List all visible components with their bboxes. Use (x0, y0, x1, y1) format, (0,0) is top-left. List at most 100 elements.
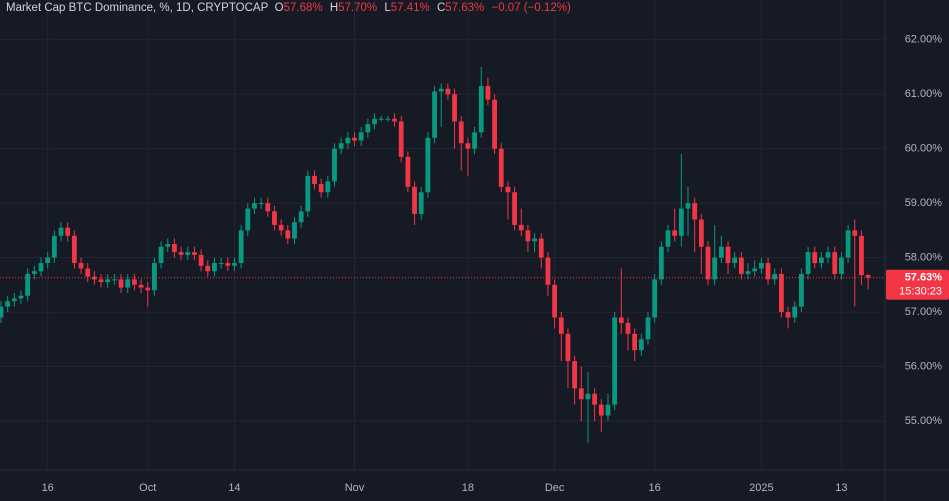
candle-body (398, 121, 404, 157)
candle-body (532, 238, 537, 242)
candle-body (485, 86, 491, 100)
candle-body (238, 230, 244, 264)
candle-body (565, 333, 571, 362)
candle-body (778, 273, 784, 313)
candle-body (805, 252, 811, 274)
candle-body (498, 148, 504, 187)
open-label: O (274, 2, 284, 14)
legend-header: Market Cap BTC Dominance, %, 1D, CRYPTOC… (6, 2, 575, 14)
candle-body (718, 246, 724, 258)
open-value: 57.68% (283, 2, 323, 14)
candle-body (138, 284, 144, 288)
candle-body (712, 257, 718, 280)
candle-body (232, 263, 237, 266)
candle-body (412, 186, 417, 215)
candle-body (478, 86, 484, 133)
candle-body (205, 265, 211, 272)
x-tick-label: 18 (462, 482, 474, 494)
y-tick-label: 56.00% (905, 360, 943, 372)
candle-body (345, 137, 351, 144)
candle-body (645, 317, 651, 340)
candle-body (525, 230, 531, 242)
candle-body (618, 317, 624, 323)
y-tick-label: 59.00% (905, 197, 943, 209)
close-value: 57.63% (445, 2, 485, 14)
y-tick-label: 58.00% (905, 252, 943, 264)
x-tick-label: 14 (228, 482, 240, 494)
candle-body (465, 143, 471, 149)
candle-body (51, 235, 57, 258)
candle-body (705, 246, 711, 280)
candle-body (125, 279, 131, 288)
high-value: 57.70% (338, 2, 378, 14)
candle-body (18, 295, 24, 299)
candle-body (852, 230, 858, 236)
candle-body (859, 235, 864, 276)
candle-body (538, 238, 544, 258)
candle-body (332, 148, 337, 182)
x-tick-label: Oct (139, 482, 156, 494)
candle-body (492, 99, 497, 149)
candle-body (312, 175, 317, 185)
candle-body (172, 243, 177, 253)
candle-body (285, 230, 291, 239)
candle-body (552, 284, 558, 318)
candle-body (585, 393, 591, 400)
y-tick-label: 60.00% (905, 143, 943, 155)
candle-body (85, 268, 91, 277)
candle-body (799, 273, 804, 307)
candle-body (765, 263, 771, 280)
candle-body (165, 243, 171, 247)
candle-body (612, 317, 618, 405)
y-tick-label: 57.00% (905, 306, 943, 318)
candle-body (572, 361, 578, 389)
candle-body (358, 132, 364, 141)
y-tick-label: 61.00% (905, 88, 943, 100)
candle-body (545, 257, 551, 285)
candle-body (318, 184, 324, 193)
candle-body (452, 94, 457, 122)
candle-body (78, 263, 84, 269)
candle-body (598, 404, 604, 416)
candle-body (365, 124, 371, 133)
candle-body (218, 263, 224, 265)
candle-body (438, 88, 444, 92)
x-tick-label: 2025 (749, 482, 773, 494)
candle-body (405, 156, 411, 187)
candle-body (5, 301, 11, 307)
high-label: H (329, 2, 339, 14)
candle-body (178, 252, 184, 255)
candle-body (832, 252, 838, 274)
x-tick-label: Nov (345, 482, 365, 494)
candle-body (152, 263, 157, 291)
candle-body (212, 263, 217, 272)
candle-body (758, 263, 764, 269)
candle-body (772, 273, 778, 280)
candle-body (418, 192, 424, 215)
candle-body (692, 203, 698, 220)
close-label: C (436, 2, 446, 14)
candle-body (658, 246, 664, 280)
candle-body (672, 230, 678, 236)
candle-body (58, 227, 64, 236)
candle-body (638, 339, 644, 351)
candle-body (625, 322, 631, 334)
symbol[interactable]: Market Cap BTC Dominance, %, 1D, CRYPTOC… (6, 2, 269, 14)
candle-body (665, 230, 671, 247)
candle-body (38, 263, 44, 272)
candle-body (245, 208, 251, 231)
candle-body (98, 279, 104, 283)
candle-body (738, 257, 744, 274)
candle-body (192, 252, 197, 255)
candle-body (272, 211, 277, 225)
candle-body (105, 279, 111, 283)
candle-body (31, 271, 37, 274)
x-tick-label: 16 (649, 482, 661, 494)
y-tick-label: 62.00% (905, 34, 943, 46)
candle-body (792, 306, 798, 318)
candle-body (592, 393, 598, 405)
candle-body (392, 118, 397, 122)
candle-body (305, 175, 311, 212)
